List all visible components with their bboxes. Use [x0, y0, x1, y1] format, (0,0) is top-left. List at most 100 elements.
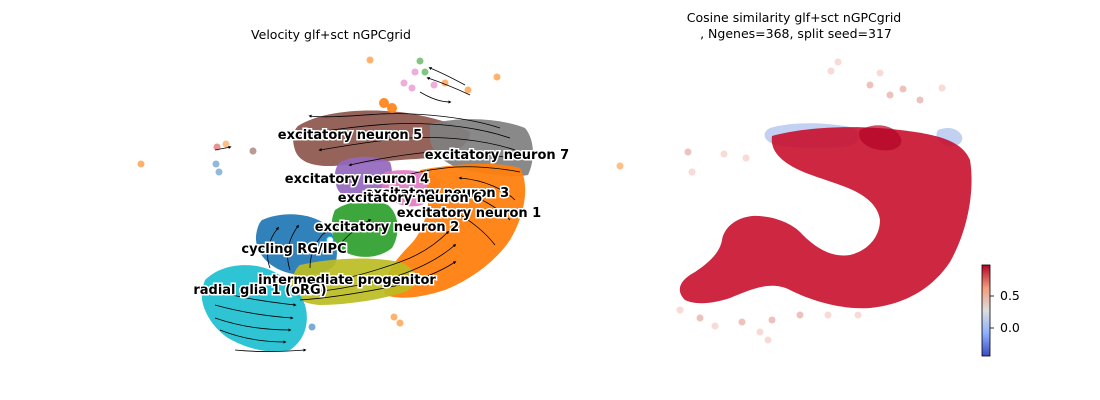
cell — [738, 318, 746, 326]
streamline — [234, 348, 307, 352]
cosine-similarity-panel: Cosine similarity glf+sct nGPCgrid , Nge… — [676, 10, 1020, 357]
streamline — [219, 329, 287, 344]
stray-cell — [326, 236, 334, 244]
streamline — [419, 91, 452, 104]
cell — [720, 150, 728, 158]
cluster-region-excitatory-neuron-2 — [331, 200, 398, 257]
streamline — [267, 226, 280, 269]
high-similarity-body — [679, 127, 972, 309]
streamline — [426, 76, 471, 96]
velocity-panel-title: Velocity glf+sct nGPCgrid — [251, 27, 411, 42]
cosine-panel-title-line-1: Cosine similarity glf+sct nGPCgrid — [687, 10, 902, 25]
streamline — [458, 176, 516, 201]
stray-cell — [387, 103, 397, 113]
cluster-region-excitatory-neuron-4 — [334, 156, 392, 202]
stray-cell — [249, 147, 257, 155]
cell — [938, 84, 946, 92]
streamline — [468, 193, 511, 221]
cell — [854, 311, 862, 319]
cell — [684, 148, 692, 156]
high-similarity-core — [859, 125, 902, 151]
cluster-label-excitatory-neuron-2: excitatory neuron 2 — [315, 220, 459, 235]
cluster-label-excitatory-neuron-3: excitatory neuron 3 — [365, 186, 509, 201]
cluster-label-excitatory-neuron-6: excitatory neuron 6 — [338, 191, 482, 206]
stray-cell — [215, 168, 223, 176]
stray-cell — [616, 162, 624, 170]
cluster-region-excitatory-neuron-1 — [384, 163, 526, 298]
cluster-region-intermediate-progenitor — [291, 258, 416, 305]
stray-cell — [408, 84, 416, 92]
streamline — [334, 219, 372, 251]
streamline — [299, 261, 457, 301]
stray-cell — [137, 160, 145, 168]
cell — [834, 58, 842, 66]
cell — [827, 67, 835, 75]
stray-cell — [222, 140, 230, 148]
cell — [768, 316, 776, 324]
streamline — [214, 304, 294, 320]
streamline — [348, 151, 521, 167]
cluster-label-excitatory-neuron-4: excitatory neuron 4 — [285, 172, 429, 187]
cluster-region-excitatory-neuron-7 — [430, 119, 533, 177]
streamline — [428, 67, 466, 86]
cell — [676, 306, 684, 314]
stray-cell — [400, 79, 408, 87]
streamline — [388, 166, 521, 182]
cluster-label-intermediate-progenitor: intermediate progenitor — [258, 273, 436, 288]
cell — [756, 328, 764, 336]
streamline — [214, 317, 292, 332]
colorbar-tick-label: 0.0 — [1000, 320, 1020, 335]
colorbar-gradient — [981, 264, 991, 357]
cell — [866, 81, 874, 89]
cluster-labels: excitatory neuron 5 excitatory neuron 7 … — [192, 127, 571, 300]
cell — [742, 154, 750, 162]
stray-cell — [366, 56, 374, 64]
stray-cell — [411, 68, 419, 76]
stray-cell — [421, 68, 429, 76]
streamline — [219, 291, 297, 307]
cluster-label-radial-glia-1-org: radial glia 1 (oRG) — [193, 283, 326, 298]
cosine-scatter — [676, 58, 972, 344]
cell — [696, 314, 704, 322]
cell — [916, 96, 924, 104]
streamline — [309, 230, 327, 269]
streamline — [453, 211, 496, 246]
cell — [796, 311, 804, 319]
stray-cell — [396, 319, 404, 327]
stray-cell — [390, 313, 398, 321]
stray-cell — [464, 86, 472, 94]
stray-cell — [308, 323, 316, 331]
cluster-label-cycling-rg-ipc: cycling RG/IPC — [241, 242, 346, 257]
cell — [688, 168, 696, 176]
streamline — [317, 230, 450, 284]
cell — [876, 69, 884, 77]
stray-cell — [493, 73, 501, 81]
cosine-panel-title-line-2: , Ngenes=368, split seed=317 — [700, 26, 892, 41]
streamline — [303, 123, 511, 139]
cluster-label-excitatory-neuron-5: excitatory neuron 5 — [278, 128, 422, 143]
cosine-panel-title: Cosine similarity glf+sct nGPCgrid , Nge… — [687, 10, 905, 41]
streamline — [214, 145, 232, 151]
cluster-label-excitatory-neuron-1: excitatory neuron 1 — [397, 206, 541, 221]
stray-cell — [212, 160, 220, 168]
stray-cells — [137, 56, 624, 331]
streamline — [287, 224, 299, 271]
colorbar: 0.5 0.0 — [981, 264, 1020, 357]
stray-cell — [213, 143, 221, 151]
streamline — [309, 243, 457, 293]
stray-cell — [430, 81, 438, 89]
colorbar-tick-label: 0.5 — [1000, 288, 1020, 303]
cell — [824, 311, 832, 319]
streamline — [308, 113, 501, 129]
stray-cell — [416, 57, 424, 65]
cluster-regions — [201, 110, 533, 352]
cell — [764, 336, 772, 344]
cell — [899, 85, 907, 93]
velocity-streamlines — [214, 67, 521, 352]
cell — [886, 91, 894, 99]
streamline — [318, 137, 516, 152]
stray-cell — [379, 98, 389, 108]
cell — [711, 322, 719, 330]
velocity-panel: Velocity glf+sct nGPCgrid — [137, 27, 624, 352]
